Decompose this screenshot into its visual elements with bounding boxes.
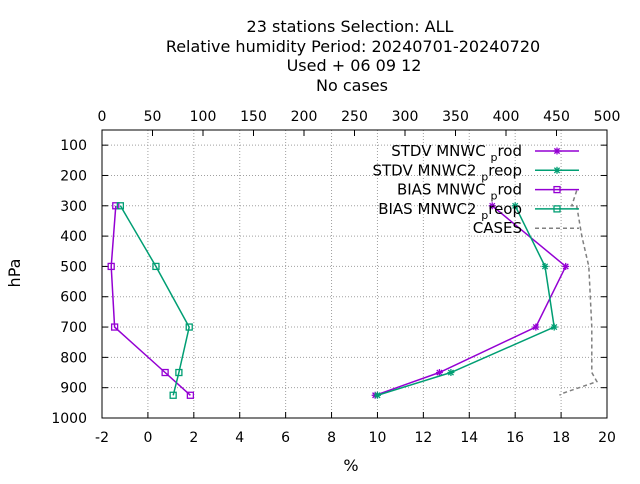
y-tick-label: 500 — [60, 259, 87, 275]
x-tick-label: 2 — [189, 430, 198, 446]
series-line — [110, 205, 191, 396]
data-point — [186, 391, 195, 399]
x-tick-label: 20 — [598, 430, 616, 446]
x2-tick-label: 500 — [594, 109, 621, 125]
x-tick-label: 6 — [281, 430, 290, 446]
x-axis-label: % — [343, 456, 358, 475]
legend-label: CASES — [473, 219, 522, 237]
series-2 — [107, 202, 195, 399]
series-4 — [559, 190, 598, 396]
x-tick-label: 14 — [460, 430, 478, 446]
legend-entry-4: CASES — [473, 219, 579, 237]
legend-sample-marker — [553, 147, 561, 155]
data-point — [107, 262, 115, 271]
data-point — [541, 262, 549, 270]
x-tick-label: 16 — [506, 430, 524, 446]
data-point — [511, 202, 519, 210]
x2-tick-label: 250 — [341, 109, 368, 125]
x-tick-label: 0 — [143, 430, 152, 446]
grid-layer — [102, 130, 607, 418]
x2-tick-label: 0 — [98, 109, 107, 125]
x2-tick-label: 200 — [291, 109, 318, 125]
legend-sample-marker — [553, 166, 561, 174]
legend-sample-marker — [553, 185, 561, 194]
data-point — [175, 368, 183, 377]
x-tick-label: 10 — [369, 430, 387, 446]
series-layer — [107, 190, 598, 399]
x2-tick-label: 450 — [543, 109, 570, 125]
y-tick-label: 100 — [60, 138, 87, 154]
y-tick-label: 400 — [60, 229, 87, 245]
series-line — [374, 205, 567, 397]
data-point — [550, 323, 558, 331]
x2-tick-label: 50 — [144, 109, 162, 125]
data-point — [435, 369, 443, 377]
x2-tick-label: 300 — [392, 109, 419, 125]
title-line-1: 23 stations Selection: ALL — [247, 17, 454, 36]
data-point — [152, 262, 160, 271]
data-point — [562, 262, 570, 270]
y-tick-label: 1000 — [51, 411, 87, 427]
y-tick-label: 700 — [60, 320, 87, 336]
data-point — [532, 323, 540, 331]
series-3 — [116, 202, 193, 399]
x-tick-label: 18 — [552, 430, 570, 446]
title-line-3: Used + 06 09 12 — [287, 56, 422, 75]
title-line-2: Relative humidity Period: 20240701-20240… — [166, 37, 540, 56]
x-tick-label: 4 — [235, 430, 244, 446]
y-tick-label: 800 — [60, 350, 87, 366]
x2-tick-label: 150 — [240, 109, 267, 125]
data-point — [373, 391, 381, 399]
y-axis-label: hPa — [5, 259, 24, 288]
legend-sample-marker — [553, 205, 561, 213]
axes-layer: -2 0 2 4 6 8 10 12 14 16 18 200 50 100 150 200 250 300 350… — [51, 109, 620, 446]
title-line-4: No cases — [316, 76, 388, 95]
x-tick-label: 12 — [414, 430, 432, 446]
chart-title: 23 stations Selection: ALL Relative humi… — [166, 17, 540, 95]
data-point — [447, 369, 455, 377]
data-point — [161, 368, 169, 377]
y-tick-label: 600 — [60, 290, 87, 306]
data-point — [488, 202, 496, 210]
x2-tick-label: 350 — [442, 109, 469, 125]
legend-entry-0: STDV MNWC prod — [391, 142, 579, 164]
x-tick-label: -2 — [95, 430, 109, 446]
y-tick-label: 200 — [60, 168, 87, 184]
data-point — [169, 391, 177, 399]
series-line — [119, 205, 190, 396]
y-tick-label: 300 — [60, 199, 87, 215]
data-point — [116, 202, 125, 210]
data-point — [110, 323, 119, 331]
x2-tick-label: 400 — [493, 109, 520, 125]
series-line — [559, 190, 598, 396]
series-0 — [371, 202, 570, 399]
legend-label: STDV MNWC prod — [391, 142, 522, 164]
series-1 — [373, 202, 558, 399]
data-point — [112, 202, 120, 210]
y-tick-label: 900 — [60, 381, 87, 397]
x2-tick-label: 100 — [190, 109, 217, 125]
data-point — [185, 323, 193, 331]
x-tick-label: 8 — [327, 430, 336, 446]
